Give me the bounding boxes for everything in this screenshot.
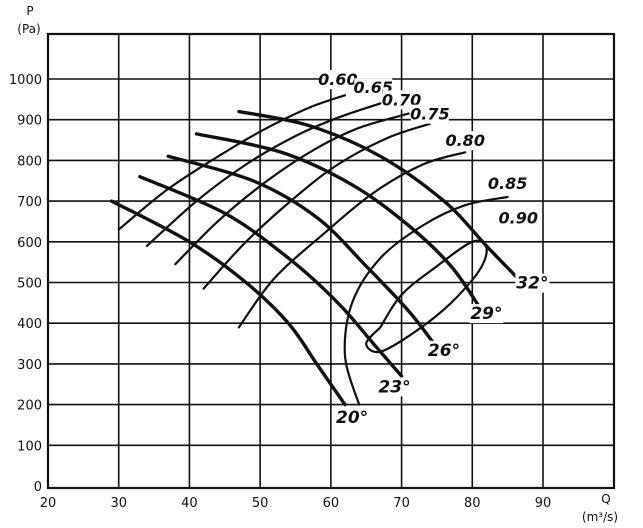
y-tick-label: 500	[17, 277, 42, 292]
blade-angle-curve-20°	[109, 199, 347, 407]
x-axis-unit: (m³/s)	[582, 510, 618, 524]
curve-label-23°: 23°	[378, 377, 410, 397]
x-tick-labels: 20 30 40 50 60 70 80 90	[40, 496, 552, 511]
efficiency-curve-0.65	[145, 102, 382, 247]
y-axis-unit: (Pa)	[17, 22, 40, 36]
blade-angle-curve-29°	[194, 132, 482, 309]
x-tick-label: 70	[393, 496, 410, 511]
x-axis-label: Q	[601, 492, 610, 506]
y-tick-label: 800	[17, 154, 42, 169]
curve-label-26°: 26°	[428, 341, 460, 361]
y-axis-label: P	[26, 4, 33, 18]
curve-label-bg	[488, 173, 527, 193]
efficiency-curve-0.75	[202, 122, 431, 290]
efficiency-curve-0.70	[174, 112, 410, 266]
y-tick-labels: 0 100 200 300 400 500 600 700 800 900 1000	[9, 73, 42, 495]
x-tick-label: 90	[535, 496, 552, 511]
x-tick-label: 80	[464, 496, 481, 511]
curve-label-bg	[427, 340, 461, 360]
x-tick-label: 40	[181, 496, 198, 511]
curve-label-bg	[335, 407, 370, 427]
y-tick-label: 900	[17, 114, 42, 129]
curve-label-bg	[446, 131, 485, 151]
y-tick-label: 100	[17, 439, 42, 454]
blade-angle-curve-23°	[138, 175, 404, 378]
curve-label-bg	[499, 208, 538, 228]
curve-label-0.90: 0.90	[499, 208, 538, 227]
y-tick-label: 300	[17, 358, 42, 373]
y-tick-label: 600	[17, 236, 42, 251]
x-tick-label: 60	[323, 496, 340, 511]
efficiency-curves	[117, 94, 509, 406]
y-tick-label: 200	[17, 399, 42, 414]
blade-angle-curve-26°	[166, 154, 439, 350]
curve-label-bg	[515, 273, 550, 293]
curve-label-29°: 29°	[470, 304, 502, 324]
y-tick-label: 0	[34, 480, 42, 495]
blade-angle-curve-32°	[237, 109, 524, 285]
curve-label-20°: 20°	[336, 408, 368, 428]
plot-frame	[46, 32, 616, 490]
curve-label-bg	[318, 70, 357, 90]
curve-label-bg	[410, 104, 449, 124]
curve-label-bg	[469, 304, 504, 324]
efficiency-curve-0.85	[343, 195, 509, 406]
x-tick-label: 30	[110, 496, 127, 511]
frame-rect	[46, 32, 616, 490]
y-tick-label: 1000	[9, 73, 42, 88]
curve-labels: 20°23°26°29°32°0.600.650.700.750.800.850…	[318, 70, 550, 428]
x-tick-label: 50	[252, 496, 269, 511]
blade-angle-curves	[109, 109, 524, 407]
grid	[48, 34, 614, 488]
curve-label-32°: 32°	[516, 274, 548, 294]
efficiency-curve-0.80	[237, 151, 467, 329]
curve-label-0.80: 0.80	[445, 131, 484, 150]
x-tick-label: 20	[40, 496, 57, 511]
curve-label-0.75: 0.75	[410, 105, 449, 124]
curve-label-bg	[377, 377, 412, 397]
curve-label-0.60: 0.60	[318, 70, 357, 89]
y-tick-label: 700	[17, 195, 42, 210]
curve-label-0.85: 0.85	[488, 174, 527, 193]
efficiency-curve-0.90	[365, 239, 488, 354]
y-tick-label: 400	[17, 317, 42, 332]
